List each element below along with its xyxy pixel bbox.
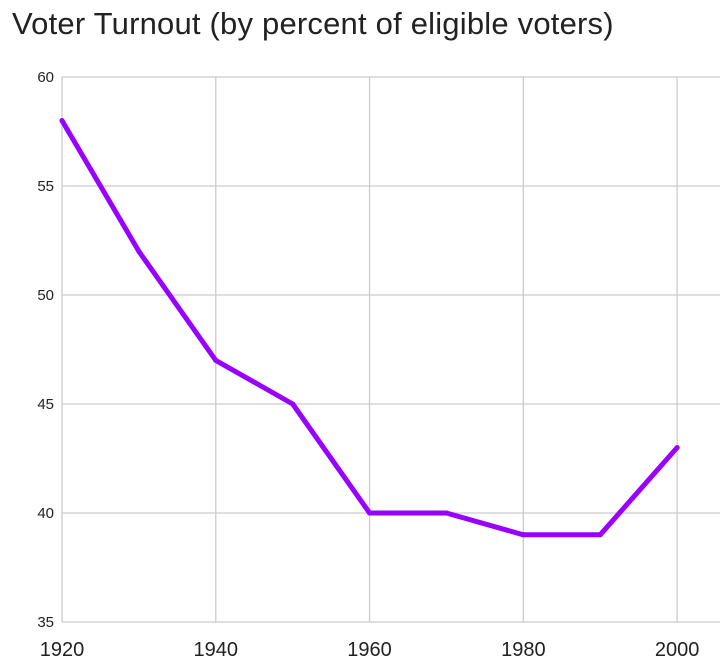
- data-point: [290, 401, 296, 407]
- x-tick-label: 1980: [501, 639, 546, 661]
- data-point: [443, 510, 449, 516]
- data-point: [136, 248, 142, 254]
- data-point: [674, 445, 680, 451]
- y-tick-label: 40: [37, 505, 54, 522]
- x-tick-label: 1960: [347, 639, 392, 661]
- series-layer: [59, 118, 680, 538]
- y-tick-label: 50: [37, 287, 54, 304]
- y-tick-label: 45: [37, 396, 54, 413]
- y-axis-ticks: 35 40 45 50 55 60: [37, 69, 54, 631]
- x-tick-label: 1940: [194, 639, 239, 661]
- grid-lines: [61, 76, 720, 623]
- data-point: [520, 532, 526, 538]
- data-point: [59, 118, 65, 124]
- x-tick-label: 1920: [40, 639, 85, 661]
- y-tick-label: 55: [37, 178, 54, 195]
- y-tick-label: 60: [37, 69, 54, 86]
- data-point: [597, 532, 603, 538]
- x-tick-label: 2000: [655, 639, 700, 661]
- data-point: [367, 510, 373, 516]
- data-point: [213, 357, 219, 363]
- x-axis-ticks: 1920 1940 1960 1980 2000: [40, 639, 700, 661]
- chart-title: Voter Turnout (by percent of eligible vo…: [12, 6, 614, 41]
- y-tick-label: 35: [37, 614, 54, 631]
